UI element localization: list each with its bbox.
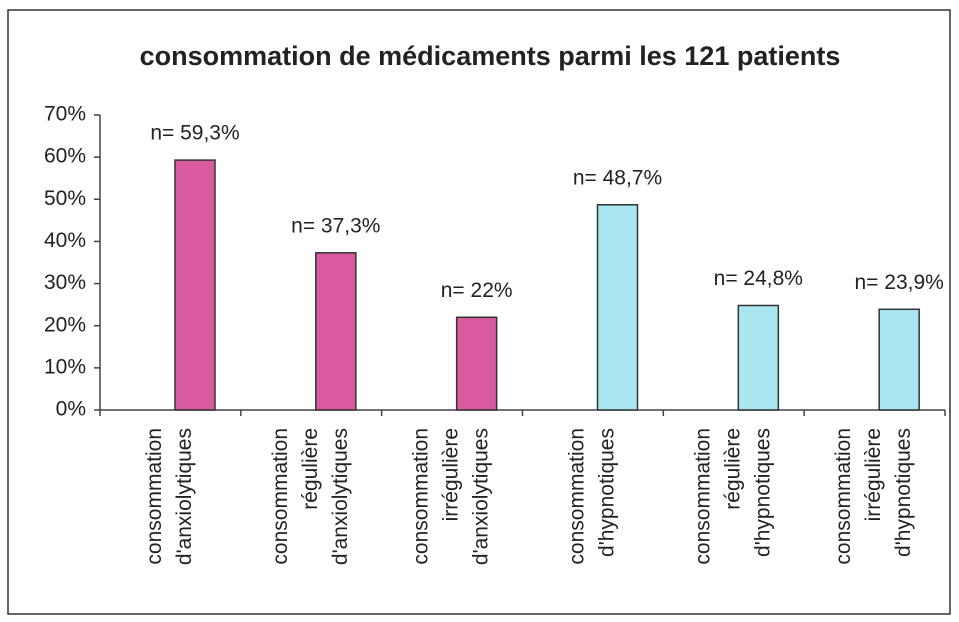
y-tick-label: 70%	[44, 103, 86, 126]
y-tick-label: 50%	[44, 187, 86, 210]
y-tick-label: 0%	[56, 398, 86, 421]
frame	[7, 9, 951, 615]
chart-title: consommation de médicaments parmi les 12…	[139, 41, 841, 71]
y-tick-label: 10%	[44, 355, 86, 378]
data-label: n= 59,3%	[150, 122, 239, 145]
bar	[596, 204, 639, 411]
bar	[315, 252, 357, 411]
x-tick-label: consommation irrégulière d'anxiolytiques	[409, 428, 492, 565]
x-tick-label: consommation d'hypnotiques	[565, 428, 618, 565]
x-tick-label: consommation d'anxiolytiques	[143, 428, 196, 565]
y-tick-label: 40%	[44, 229, 86, 252]
y-tick-label: 20%	[44, 313, 86, 336]
bar	[455, 316, 498, 411]
bar	[174, 159, 216, 411]
bar	[878, 308, 920, 411]
bar	[737, 304, 780, 411]
data-label: n= 48,7%	[573, 166, 662, 189]
x-tick-label: consommation régulière d'hypnotiques	[691, 428, 774, 565]
x-tick-label: consommation régulière d'anxiolytiques	[268, 428, 351, 565]
data-label: n= 24,8%	[714, 267, 803, 290]
y-tick-label: 30%	[44, 271, 86, 294]
data-label: n= 23,9%	[855, 271, 944, 294]
x-tick-label: consommation irrégulière d'hypnotiques	[832, 428, 915, 565]
data-label: n= 37,3%	[291, 214, 380, 237]
y-tick-label: 60%	[44, 145, 86, 168]
data-label: n= 22%	[441, 279, 513, 302]
